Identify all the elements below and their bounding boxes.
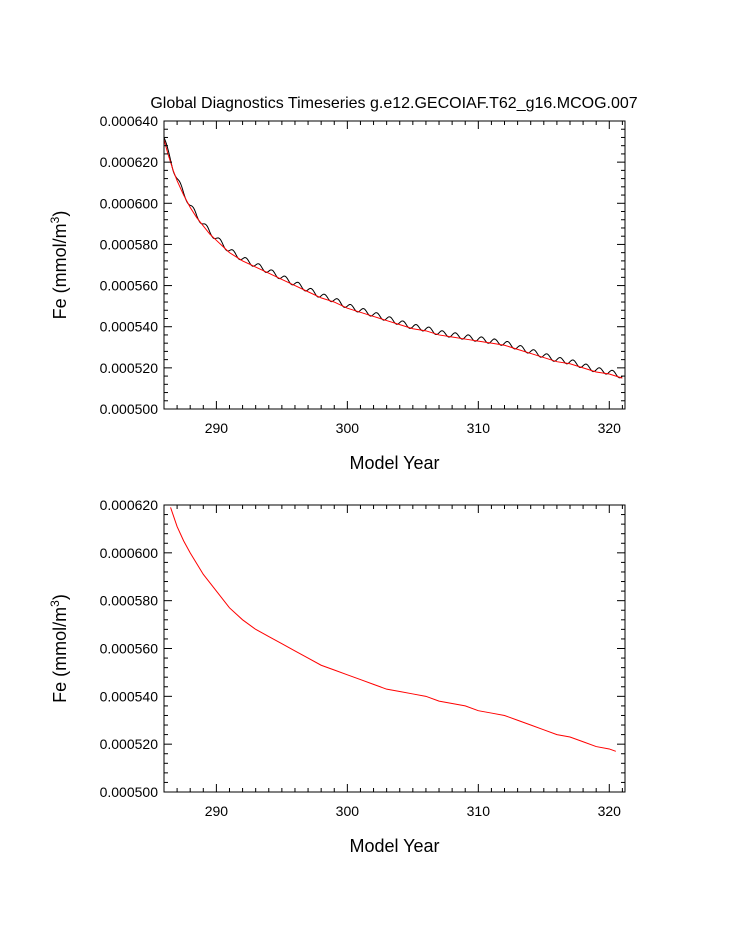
- y-tick-label: 0.000540: [100, 688, 159, 704]
- figure-title: Global Diagnostics Timeseries g.e12.GECO…: [150, 95, 637, 112]
- y-tick-label: 0.000500: [100, 401, 159, 417]
- y-tick-label: 0.000580: [100, 236, 159, 252]
- chart-top: 0.000500 0.000520 0.000540 0.000560 0.000580…: [48, 113, 626, 473]
- x-tick-label: 300: [336, 803, 360, 819]
- y-axis-label: Fe (mmol/m3): [48, 594, 70, 703]
- y-tick-label: 0.000640: [100, 113, 159, 129]
- y-tick-label: 0.000620: [100, 154, 159, 170]
- x-tick-label: 310: [467, 420, 491, 436]
- x-axis-label: Model Year: [349, 836, 439, 856]
- x-tick-label: 300: [336, 420, 360, 436]
- y-tick-label: 0.000560: [100, 278, 159, 294]
- x-tick-label: 290: [205, 803, 229, 819]
- x-tick-label: 310: [467, 803, 491, 819]
- x-tick-label: 320: [598, 420, 622, 436]
- y-tick-label: 0.000520: [100, 736, 159, 752]
- chart-bottom: 0.000500 0.000520 0.000540 0.000560 0.000580…: [48, 497, 626, 856]
- series-line-0: [163, 137, 623, 379]
- x-axis-label: Model Year: [349, 453, 439, 473]
- x-tick-label: 320: [598, 803, 622, 819]
- x-tick-label: 290: [205, 420, 229, 436]
- y-tick-label: 0.000600: [100, 195, 159, 211]
- y-tick-label: 0.000600: [100, 545, 159, 561]
- y-tick-label: 0.000500: [100, 784, 159, 800]
- y-tick-label: 0.000540: [100, 319, 159, 335]
- plot-frame: [163, 120, 626, 410]
- y-axis-label: Fe (mmol/m3): [48, 211, 70, 320]
- series-line-0: [170, 507, 617, 752]
- y-tick-label: 0.000620: [100, 497, 159, 513]
- y-tick-label: 0.000560: [100, 641, 159, 657]
- y-tick-label: 0.000520: [100, 360, 159, 376]
- y-tick-label: 0.000580: [100, 593, 159, 609]
- series-line-1: [163, 139, 623, 379]
- plot-frame: [163, 504, 626, 793]
